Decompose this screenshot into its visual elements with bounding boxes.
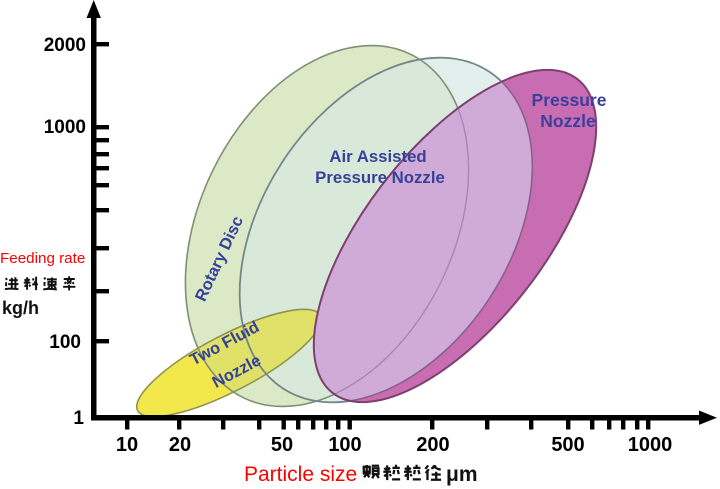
svg-text:500: 500 [551, 434, 584, 456]
svg-text:20: 20 [169, 434, 191, 456]
svg-text:Nozzle: Nozzle [540, 111, 596, 131]
svg-text:Air Assisted: Air Assisted [329, 147, 426, 166]
svg-text:Particle size: Particle size [244, 463, 357, 486]
svg-text:1: 1 [73, 408, 84, 429]
svg-text:100: 100 [49, 332, 81, 353]
svg-text:Feeding rate: Feeding rate [0, 250, 85, 267]
svg-text:50: 50 [271, 434, 293, 456]
svg-text:Pressure: Pressure [532, 90, 607, 110]
svg-text:200: 200 [416, 434, 449, 456]
svg-text:10: 10 [116, 434, 138, 456]
svg-text:kg/h: kg/h [2, 298, 39, 318]
svg-text:Pressure Nozzle: Pressure Nozzle [315, 168, 445, 187]
svg-text:100: 100 [328, 434, 361, 456]
svg-text:μm: μm [446, 463, 478, 486]
svg-text:1000: 1000 [628, 434, 673, 456]
svg-text:1000: 1000 [44, 117, 86, 138]
svg-text:2000: 2000 [44, 35, 86, 56]
